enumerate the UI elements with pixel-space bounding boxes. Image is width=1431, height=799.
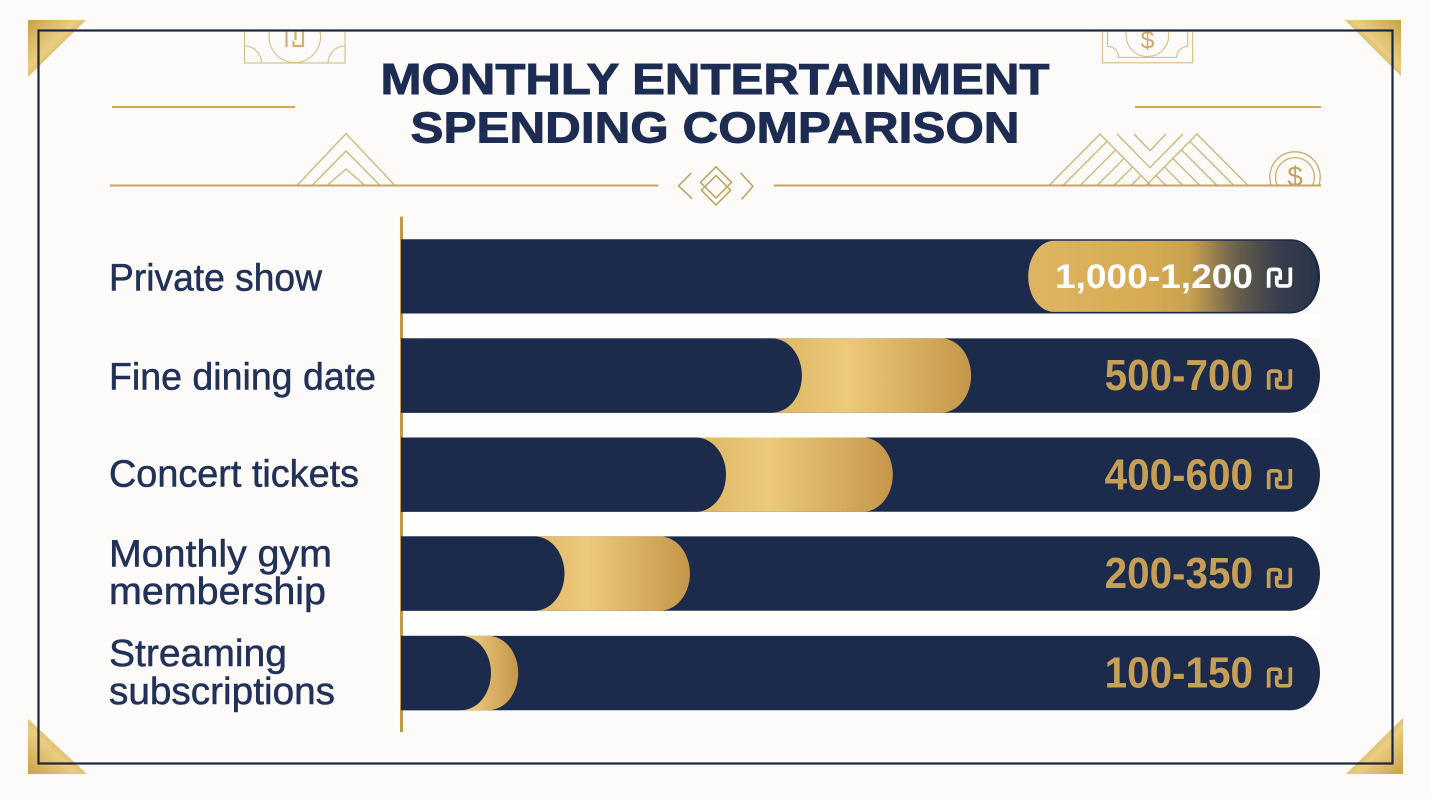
svg-text:membership: membership [109, 571, 326, 613]
svg-text:$: $ [1140, 27, 1154, 55]
svg-text:$: $ [1287, 161, 1303, 192]
svg-text:SPENDING COMPARISON: SPENDING COMPARISON [411, 104, 1020, 153]
svg-text:100-150: 100-150 [1105, 649, 1253, 698]
svg-text:subscriptions: subscriptions [109, 671, 335, 713]
svg-text:200-350: 200-350 [1105, 549, 1253, 598]
svg-text:MONTHLY ENTERTAINMENT: MONTHLY ENTERTAINMENT [381, 55, 1050, 104]
svg-text:Streaming: Streaming [109, 633, 287, 675]
svg-text:1,000-1,200: 1,000-1,200 [1055, 258, 1253, 296]
svg-text:Fine dining date: Fine dining date [109, 357, 376, 399]
svg-text:500-700: 500-700 [1105, 351, 1253, 400]
svg-text:Concert tickets: Concert tickets [109, 454, 359, 496]
svg-text:Monthly gym: Monthly gym [109, 533, 332, 575]
svg-text:400-600: 400-600 [1105, 450, 1253, 499]
svg-text:Private show: Private show [109, 258, 323, 300]
